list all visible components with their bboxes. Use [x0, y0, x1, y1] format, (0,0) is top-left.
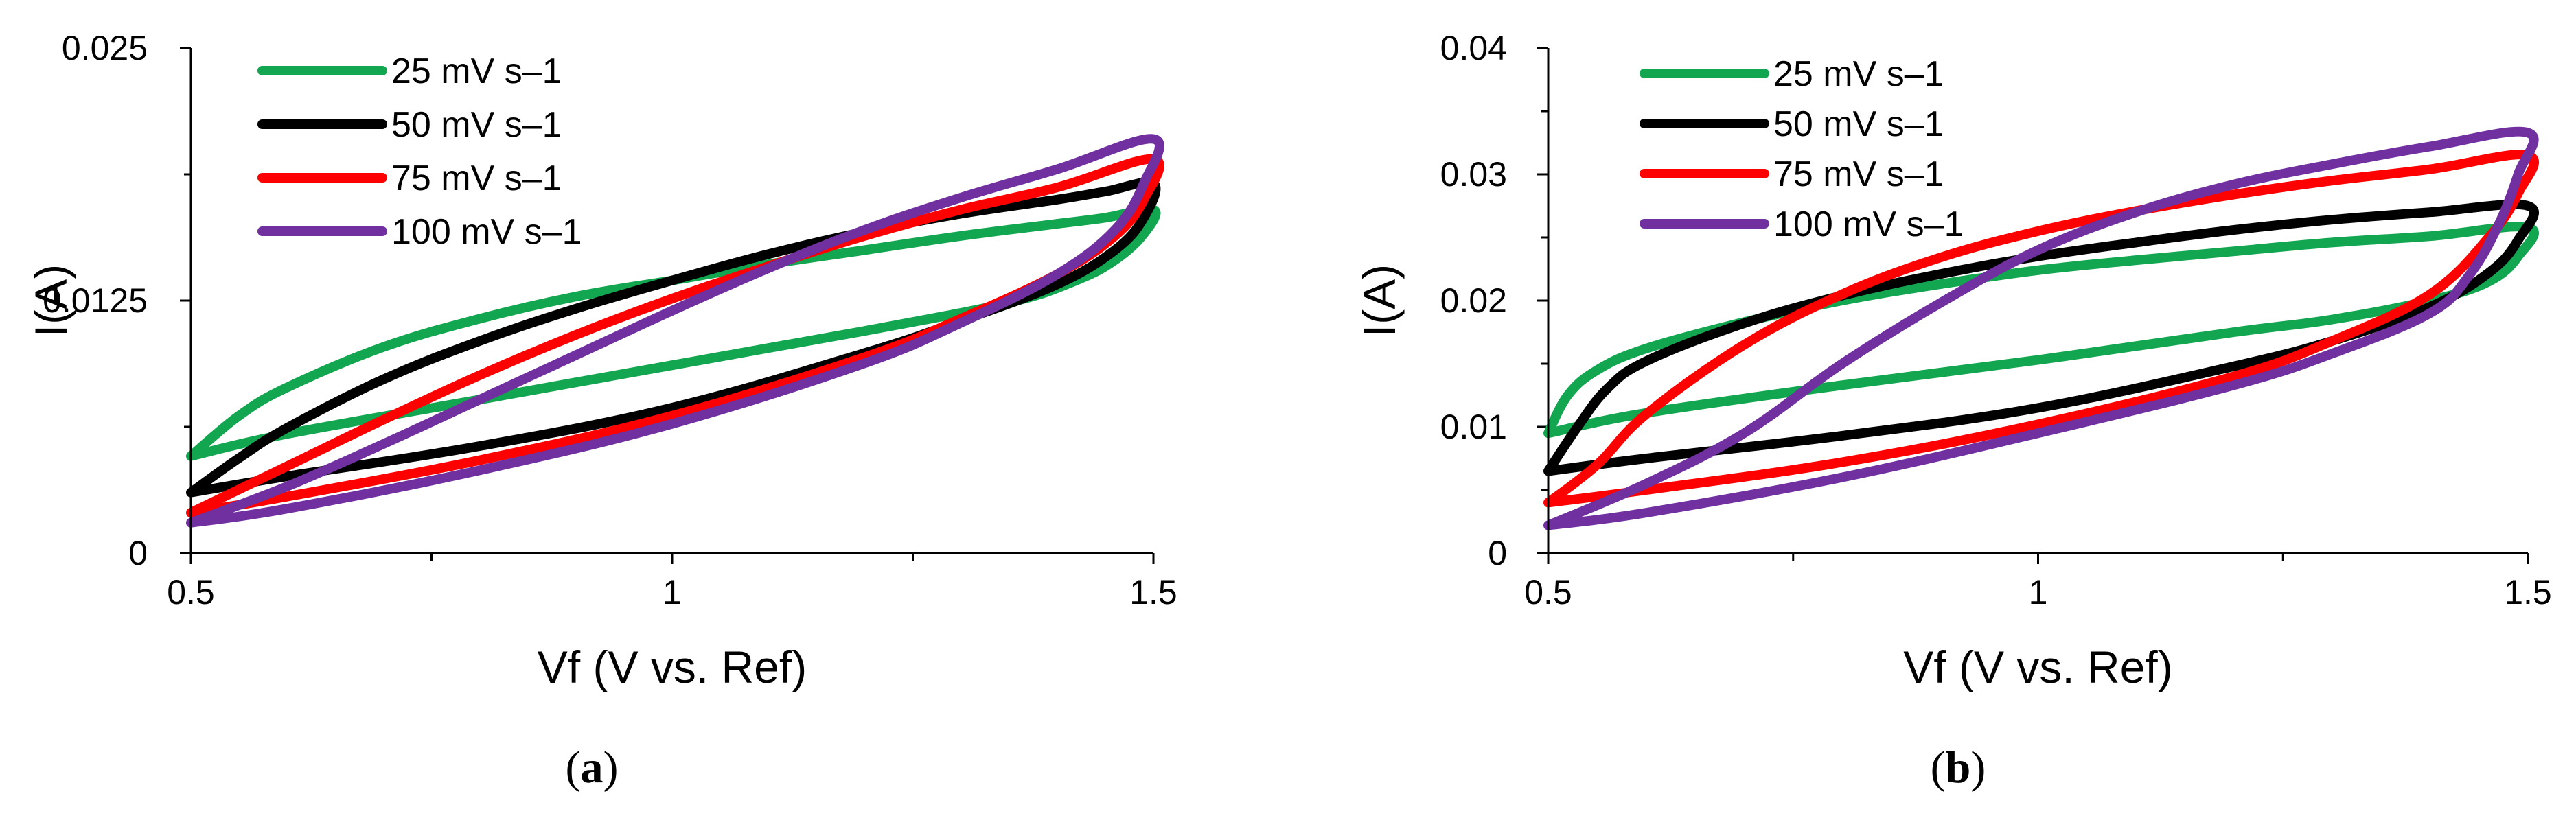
series-line-4	[1543, 126, 2539, 530]
y-tick-label: 0.01	[1440, 408, 1507, 446]
panel-b-x-axis-label: Vf (V vs. Ref)	[1903, 642, 2172, 692]
y-tick-label: 0.025	[62, 29, 148, 67]
panel-b-legend: 25 mV s–1 50 mV s–1 75 mV s–1 100 mV s–1	[1640, 54, 1964, 244]
panel-b-y-axis-label: I(A)	[1354, 264, 1405, 337]
series-line-3	[186, 154, 1164, 518]
x-tick-label: 1	[663, 573, 682, 611]
x-tick-label: 0.5	[1524, 573, 1572, 611]
panel-b-plot-area	[1543, 126, 2539, 530]
series-line-2	[186, 177, 1161, 498]
series-line-3	[1543, 150, 2539, 508]
panel-b-label: (b)	[1931, 743, 1986, 793]
y-tick-label: 0	[128, 534, 148, 572]
panel-a-x-axis-label: Vf (V vs. Ref)	[538, 642, 807, 692]
legend-label-3: 75 mV s–1	[1773, 154, 1944, 194]
series-line-4	[186, 134, 1164, 528]
legend-label-4: 100 mV s–1	[391, 212, 582, 252]
panel-a-gridticks: 0 0.0125 0.025 0.5 1 1.5	[43, 29, 1177, 611]
series-line-1	[186, 204, 1161, 461]
y-tick-label: 0.03	[1440, 155, 1507, 194]
panel-a-legend: 25 mV s–1 50 mV s–1 75 mV s–1 100 mV s–1	[257, 51, 582, 252]
panel-b: 00.010.020.030.040.5 1 1.5 Vf (V vs. Ref) …	[1354, 29, 2552, 793]
panel-b-gridticks: 0 0.01 0.02 0.03 0.04 0.5 1 1.5	[1440, 29, 2552, 611]
legend-label-3: 75 mV s–1	[391, 159, 562, 198]
legend-label-1: 25 mV s–1	[391, 51, 562, 91]
panel-a-y-axis-label: I(A)	[25, 264, 76, 337]
y-tick-label: 0.04	[1440, 29, 1507, 67]
legend-label-4: 100 mV s–1	[1773, 204, 1964, 244]
y-tick-label: 0	[1488, 534, 1507, 572]
legend-label-1: 25 mV s–1	[1773, 54, 1944, 94]
series-line-2	[1543, 199, 2539, 476]
x-tick-label: 1	[2029, 573, 2048, 611]
y-tick-label: 0.02	[1440, 281, 1507, 320]
legend-label-2: 50 mV s–1	[1773, 104, 1944, 144]
x-tick-label: 1.5	[2504, 573, 2552, 611]
y-tick-label: 0.0125	[43, 281, 148, 320]
x-tick-label: 1.5	[1129, 573, 1177, 611]
legend-label-2: 50 mV s–1	[391, 105, 562, 145]
panel-a-plot-area	[186, 134, 1164, 528]
panel-a-letter: a	[581, 743, 603, 793]
x-tick-label: 0.5	[167, 573, 215, 611]
panel-b-letter: b	[1946, 743, 1971, 793]
panel-a-label: (a)	[566, 743, 619, 793]
